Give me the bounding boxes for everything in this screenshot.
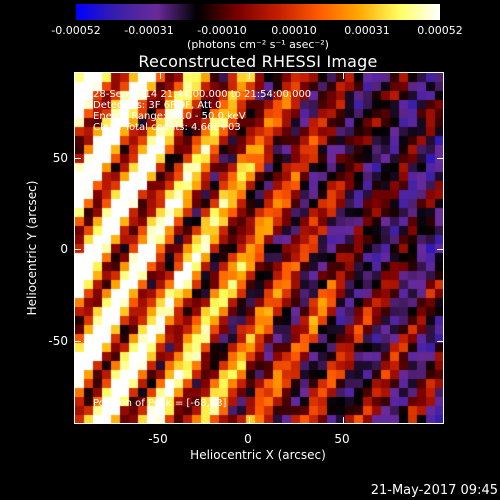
y-tick-mark — [75, 249, 81, 250]
x-tick-mark — [160, 73, 161, 79]
x-tick-mark — [249, 73, 250, 79]
y-tick-label: 0 — [60, 242, 68, 256]
footer-timestamp: 21-May-2017 09:45 — [370, 483, 498, 498]
x-tick-mark — [343, 417, 344, 423]
colorbar-tick: 0.00031 — [344, 24, 390, 37]
y-tick-label: -50 — [48, 334, 68, 348]
y-tick-label: 50 — [52, 151, 68, 165]
info-line: Energy Range: 25.0 - 50.0 keV — [93, 111, 246, 122]
colorbar-tick: -0.00052 — [51, 24, 101, 37]
colorbar-tick: 0.00010 — [271, 24, 317, 37]
x-tick-label: 50 — [334, 432, 350, 446]
x-tick-label: -50 — [148, 432, 168, 446]
x-tick-label: 0 — [244, 432, 252, 446]
y-tick-mark — [437, 158, 443, 159]
info-line: 28-Sep-2014 21:44:00.000 to 21:54:00.000 — [93, 89, 312, 100]
x-axis-label: Heliocentric X (arcsec) — [190, 448, 326, 462]
x-tick-mark — [160, 417, 161, 423]
image-plot: 28-Sep-2014 21:44:00.000 to 21:54:00.000… — [74, 72, 444, 424]
x-tick-mark — [249, 417, 250, 423]
info-line: Clean Total counts: 4.66E+03 — [93, 122, 241, 133]
colorbar — [76, 4, 440, 20]
heatmap-image — [75, 73, 443, 423]
peak-position: Position of Peak = [-68,33] — [93, 398, 227, 409]
y-axis-label: Heliocentric Y (arcsec) — [25, 180, 39, 316]
info-line: Detectors: 3F 6F 9F, Att 0 — [93, 100, 222, 111]
colorbar-units: (photons cm⁻² s⁻¹ asec⁻²) — [187, 38, 329, 51]
y-tick-mark — [437, 341, 443, 342]
colorbar-tick: -0.00010 — [197, 24, 247, 37]
y-tick-mark — [75, 158, 81, 159]
y-tick-mark — [437, 249, 443, 250]
x-tick-mark — [343, 73, 344, 79]
y-tick-mark — [75, 341, 81, 342]
plot-title: Reconstructed RHESSI Image — [138, 52, 378, 71]
colorbar-tick: -0.00031 — [124, 24, 174, 37]
colorbar-tick: 0.00052 — [417, 24, 463, 37]
